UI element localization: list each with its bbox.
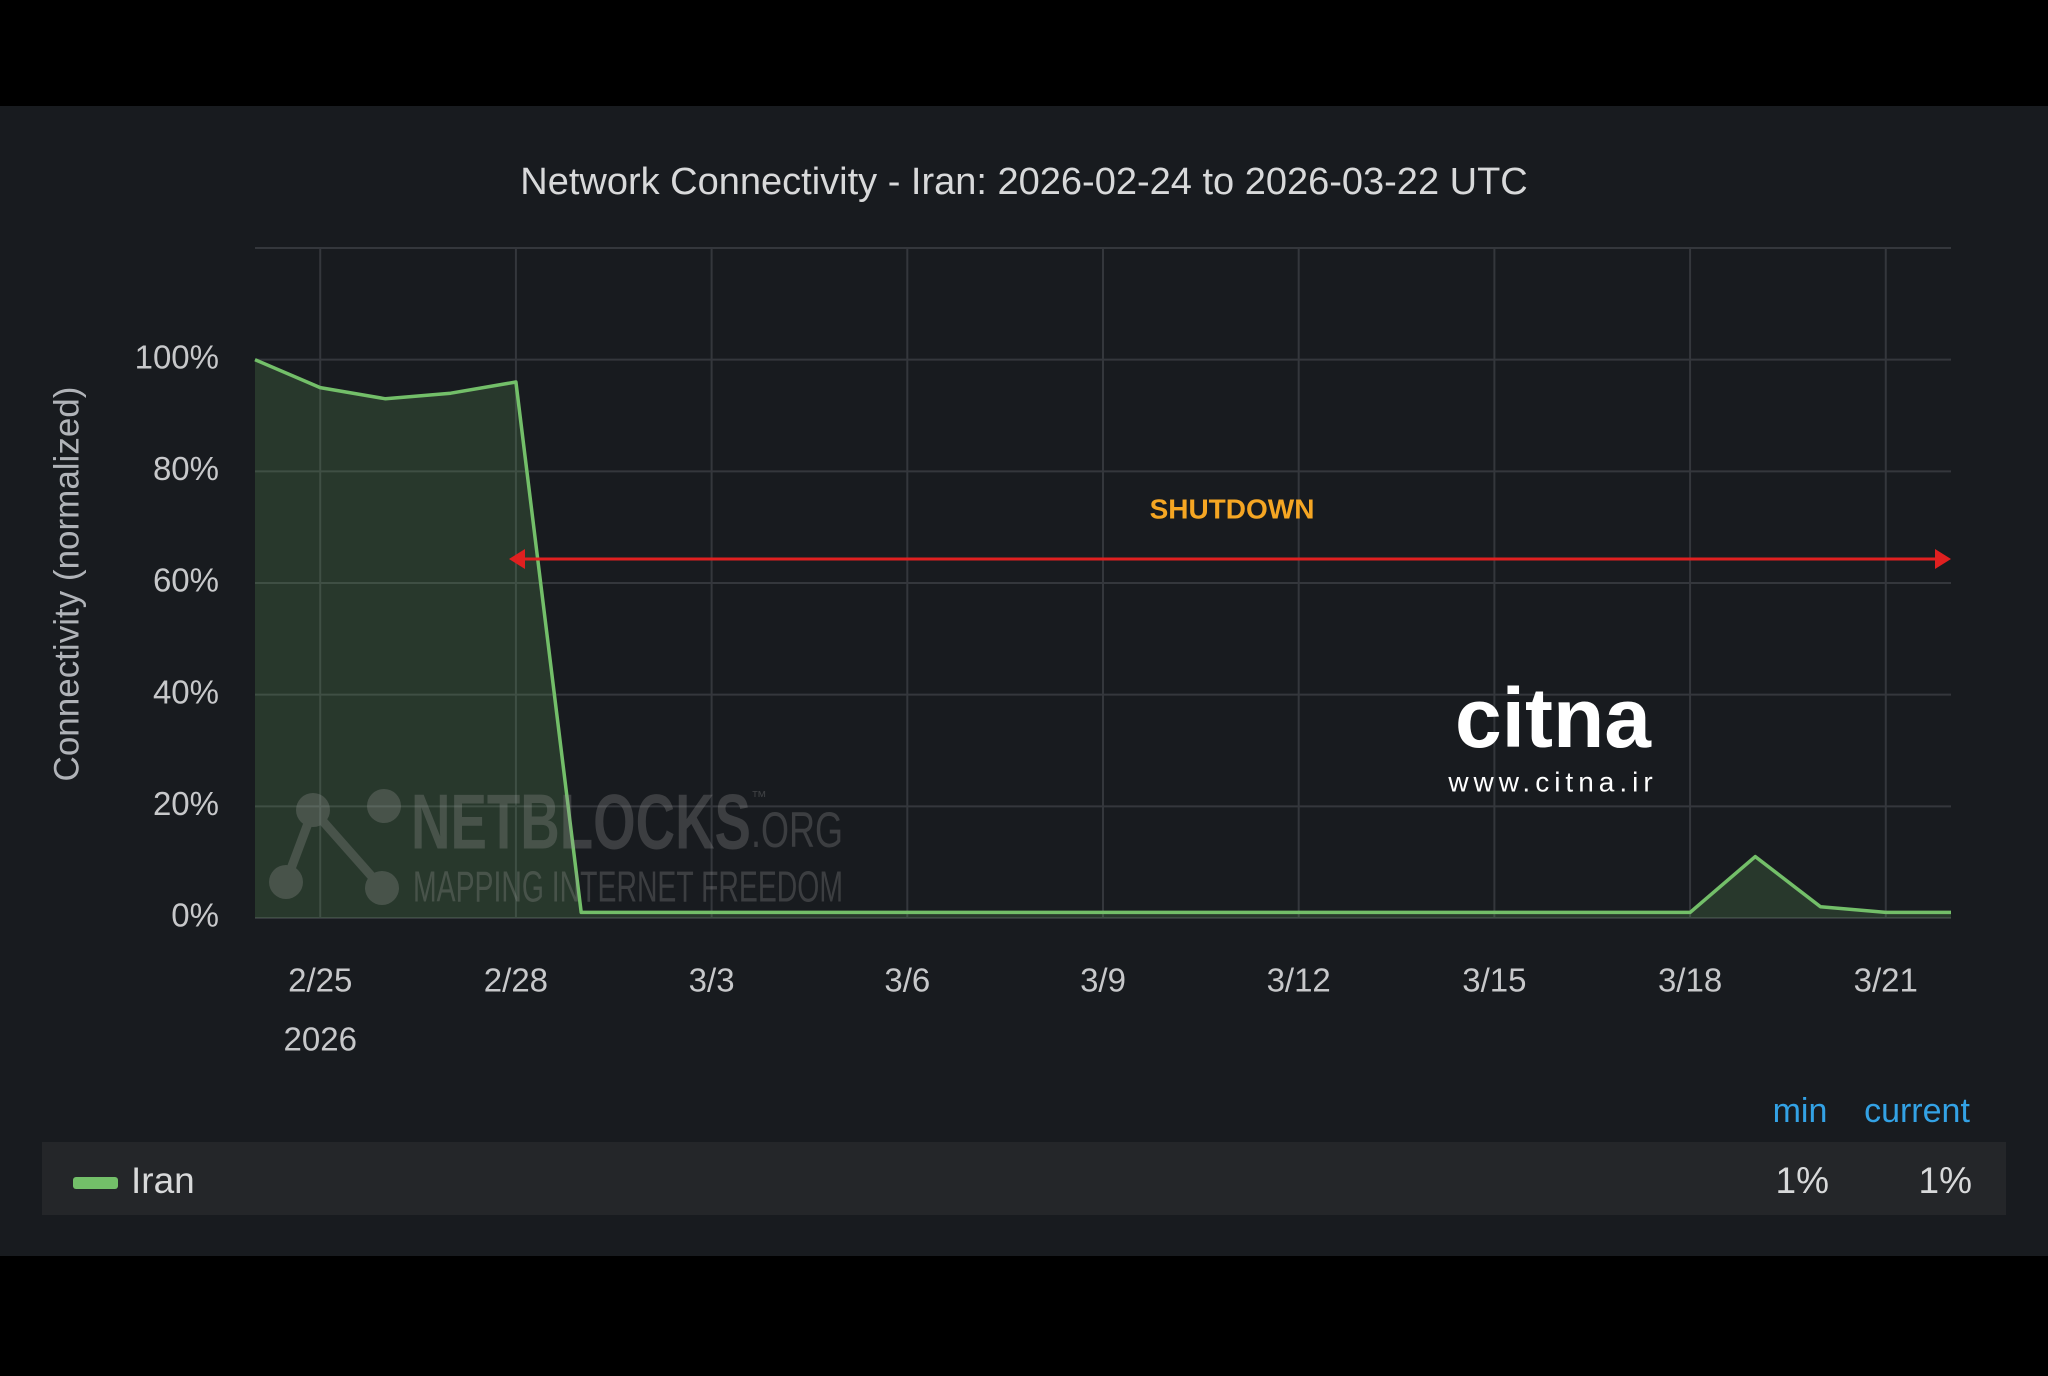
chart-title: Network Connectivity - Iran: 2026-02-24 … (520, 161, 1527, 203)
netblocks-org: .ORG (751, 802, 843, 858)
series-area (255, 359, 1951, 918)
y-tick-label: 20% (153, 785, 219, 822)
x-tick-label: 2/25 (288, 962, 352, 999)
legend-stat: 1% (1776, 1160, 1829, 1201)
x-tick-label: 3/21 (1854, 962, 1918, 999)
netblocks-watermark: NETBLOCKS .ORG ™ MAPPING INTERNET FREEDO… (269, 778, 843, 912)
legend-row (42, 1142, 2006, 1215)
logo-node (296, 793, 330, 827)
panel (0, 106, 2048, 1256)
x-tick-label: 3/9 (1080, 962, 1126, 999)
y-axis-label: Connectivity (normalized) (47, 387, 86, 782)
x-tick-label: 3/3 (689, 962, 735, 999)
logo-node (367, 789, 401, 823)
citna-logo: citna (1455, 671, 1652, 765)
netblocks-tagline: MAPPING INTERNET FREEDOM (413, 863, 843, 912)
annotation: SHUTDOWN (1150, 493, 1315, 524)
y-tick-label: 0% (171, 897, 219, 934)
logo-edge (281, 808, 318, 884)
logo-edge (309, 807, 386, 891)
y-tick-label: 80% (153, 450, 219, 487)
shutdown-arrow (509, 549, 1951, 569)
legend-header: min (1773, 1092, 1828, 1130)
legend-swatch (73, 1177, 118, 1189)
x-tick-label: 3/18 (1658, 962, 1722, 999)
x-tick-label: 3/15 (1462, 962, 1526, 999)
legend-stat: 1% (1919, 1160, 1972, 1201)
y-tick-label: 100% (135, 338, 219, 375)
x-year-label: 2026 (284, 1021, 357, 1058)
logo-node (269, 865, 303, 899)
x-tick-label: 3/6 (884, 962, 930, 999)
x-tick-label: 3/12 (1267, 962, 1331, 999)
arrow-head (1935, 549, 1951, 569)
arrow-head (509, 549, 525, 569)
x-tick-label: 2/28 (484, 962, 548, 999)
legend-header: current (1864, 1092, 1970, 1130)
y-tick-label: 40% (153, 673, 219, 710)
legend-label[interactable]: Iran (131, 1160, 195, 1201)
citna-url: www.citna.ir (1447, 766, 1657, 797)
netblocks-tm: ™ (751, 789, 767, 806)
netblocks-text: NETBLOCKS (411, 778, 751, 866)
logo-node (365, 871, 399, 905)
y-tick-label: 60% (153, 562, 219, 599)
